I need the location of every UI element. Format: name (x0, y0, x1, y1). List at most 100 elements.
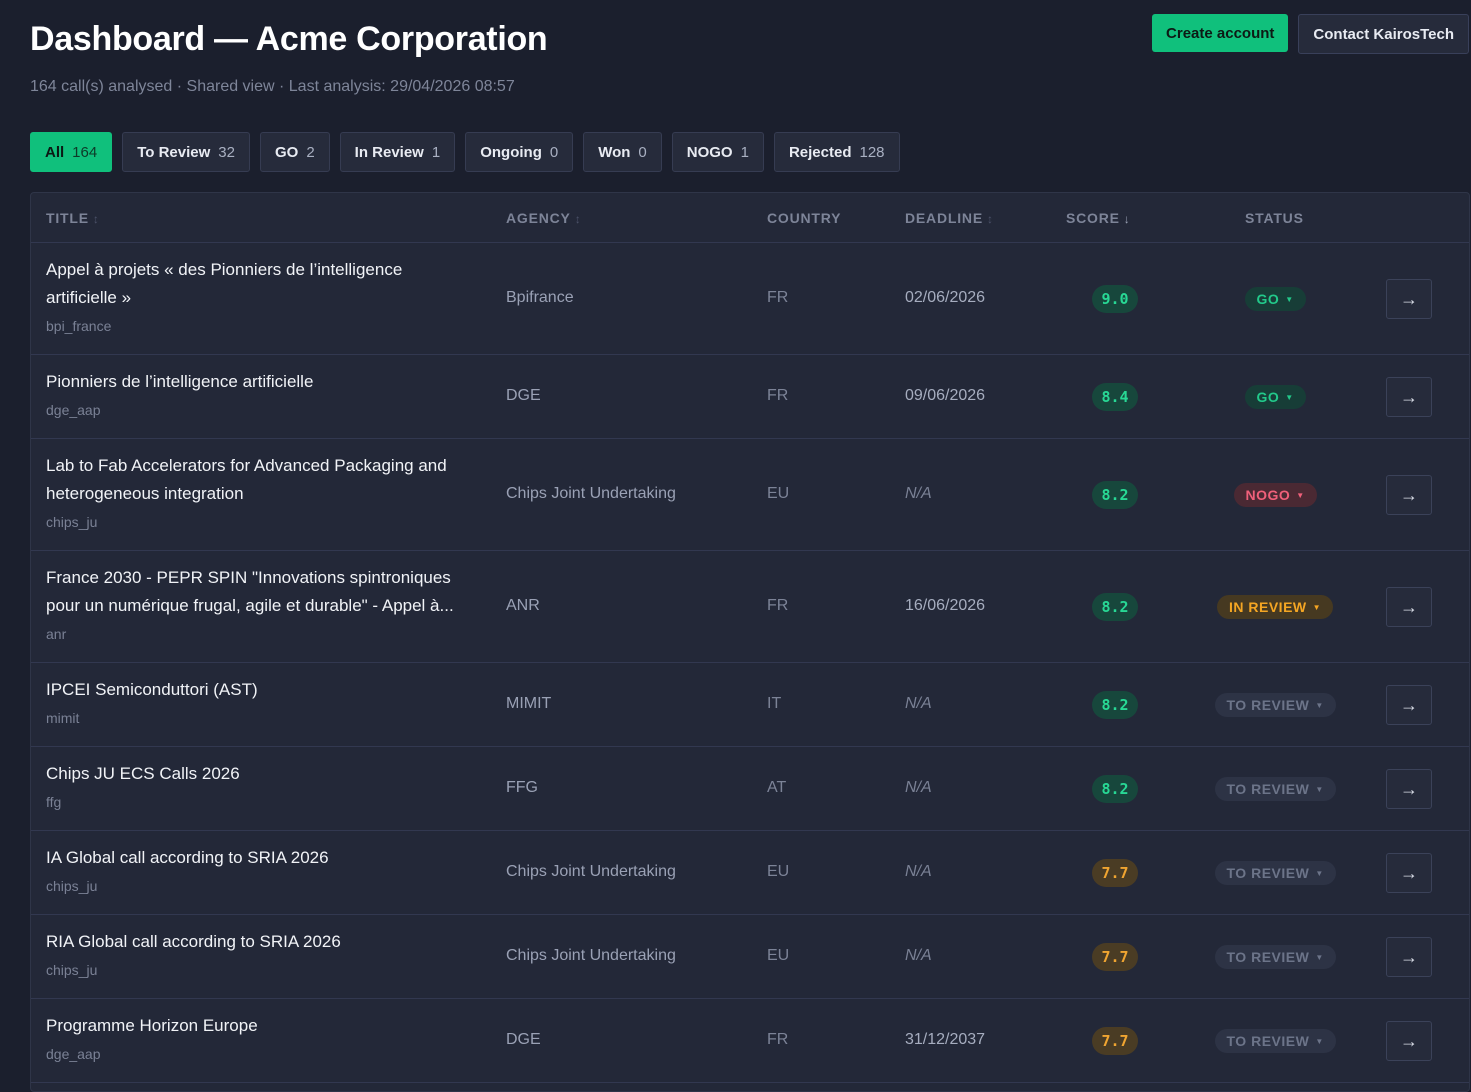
table-body: Appel à projets « des Pionniers de l’int… (31, 243, 1469, 1083)
call-source: chips_ju (46, 878, 98, 894)
country-cell: FR (767, 289, 789, 306)
caret-down-icon: ▼ (1315, 1036, 1324, 1046)
score-badge: 8.2 (1092, 593, 1138, 621)
contact-button[interactable]: Contact KairosTech (1298, 14, 1469, 54)
filter-chip-count: 128 (859, 143, 885, 161)
arrow-right-icon: → (1400, 596, 1418, 617)
caret-down-icon: ▼ (1285, 294, 1294, 304)
page-title: Dashboard — Acme Corporation (30, 20, 548, 58)
agency-cell: Chips Joint Undertaking (506, 947, 676, 964)
open-call-button[interactable]: → (1386, 1021, 1432, 1061)
filter-chip-go[interactable]: GO 2 (259, 132, 330, 172)
table-row[interactable]: IPCEI Semiconduttori (AST) mimit MIMIT IT N/… (31, 663, 1469, 747)
table-row[interactable]: Pionniers de l’intelligence artificielle… (31, 355, 1469, 439)
score-badge: 8.2 (1092, 775, 1138, 803)
filter-chip-ongoing[interactable]: Ongoing 0 (465, 132, 574, 172)
agency-cell: DGE (506, 387, 541, 404)
call-title[interactable]: IA Global call according to SRIA 2026 (46, 848, 329, 867)
table-row[interactable]: RIA Global call according to SRIA 2026 ch… (31, 915, 1469, 999)
filter-chip-to-review[interactable]: To Review 32 (122, 132, 250, 172)
table-row[interactable]: Chips JU ECS Calls 2026 ffg FFG AT N/A 8.2 TO … (31, 747, 1469, 831)
column-status-label: STATUS (1245, 210, 1304, 226)
call-source: ffg (46, 794, 62, 810)
score-badge: 8.2 (1092, 691, 1138, 719)
filter-chip-rejected[interactable]: Rejected 128 (773, 132, 900, 172)
column-score[interactable]: SCORE ↓ (1066, 210, 1131, 226)
column-title[interactable]: TITLE ↕ (46, 210, 100, 226)
call-title[interactable]: Pionniers de l’intelligence artificielle (46, 372, 314, 391)
arrow-right-icon: → (1400, 288, 1418, 309)
caret-down-icon: ▼ (1315, 700, 1324, 710)
score-badge: 8.2 (1092, 481, 1138, 509)
status-dropdown[interactable]: TO REVIEW ▼ (1214, 777, 1336, 801)
caret-down-icon: ▼ (1312, 602, 1322, 612)
table-row[interactable]: France 2030 - PEPR SPIN "Innovations spi… (31, 551, 1469, 663)
table-row[interactable]: Programme Horizon Europe dge_aap DGE FR 31/1… (31, 999, 1469, 1083)
filter-chip-count: 32 (218, 143, 235, 161)
filter-chip-all[interactable]: All 164 (30, 132, 113, 172)
status-dropdown[interactable]: NOGO ▼ (1233, 483, 1317, 507)
arrow-right-icon: → (1400, 386, 1418, 407)
open-call-button[interactable]: → (1386, 475, 1432, 515)
status-label: TO REVIEW (1226, 781, 1310, 797)
caret-down-icon: ▼ (1285, 392, 1294, 402)
column-deadline-label: DEADLINE (905, 210, 983, 226)
arrow-right-icon: → (1400, 946, 1418, 967)
filter-chip-count: 0 (549, 143, 559, 161)
arrow-right-icon: → (1400, 484, 1418, 505)
score-badge: 7.7 (1092, 1027, 1138, 1055)
arrow-right-icon: → (1400, 694, 1418, 715)
table-header: TITLE ↕ AGENCY ↕ COUNTRY DEADLINE ↕ SCORE ↓ … (31, 193, 1469, 243)
table-row[interactable]: IA Global call according to SRIA 2026 chi… (31, 831, 1469, 915)
call-title[interactable]: RIA Global call according to SRIA 2026 (46, 932, 341, 951)
create-account-button[interactable]: Create account (1152, 14, 1289, 52)
call-title[interactable]: Chips JU ECS Calls 2026 (46, 764, 240, 783)
deadline-cell: 09/06/2026 (905, 387, 986, 404)
table-row[interactable]: Lab to Fab Accelerators for Advanced Pac… (31, 439, 1469, 551)
column-deadline[interactable]: DEADLINE ↕ (905, 210, 994, 226)
country-cell: EU (767, 863, 790, 880)
status-dropdown[interactable]: TO REVIEW ▼ (1214, 1029, 1336, 1053)
column-status: STATUS (1245, 210, 1304, 226)
caret-down-icon: ▼ (1315, 784, 1324, 794)
status-filter-bar: All 164 To Review 32 GO 2 In Review 1 Ongoing 0 Wo… (30, 132, 900, 172)
arrow-right-icon: → (1400, 1030, 1418, 1051)
status-dropdown[interactable]: TO REVIEW ▼ (1214, 861, 1336, 885)
filter-chip-nogo[interactable]: NOGO 1 (671, 132, 764, 172)
filter-chip-count: 1 (431, 143, 441, 161)
open-call-button[interactable]: → (1386, 853, 1432, 893)
agency-cell: DGE (506, 1031, 541, 1048)
country-cell: EU (767, 485, 790, 502)
agency-cell: Chips Joint Undertaking (506, 485, 676, 502)
call-title[interactable]: Lab to Fab Accelerators for Advanced Pac… (46, 456, 447, 503)
filter-chip-in-review[interactable]: In Review 1 (339, 132, 456, 172)
call-title[interactable]: France 2030 - PEPR SPIN "Innovations spi… (46, 568, 454, 615)
status-dropdown[interactable]: GO ▼ (1244, 385, 1306, 409)
open-call-button[interactable]: → (1386, 377, 1432, 417)
open-call-button[interactable]: → (1386, 279, 1432, 319)
status-dropdown[interactable]: TO REVIEW ▼ (1214, 693, 1336, 717)
call-title[interactable]: Programme Horizon Europe (46, 1016, 258, 1035)
call-source: anr (46, 626, 67, 642)
call-source: dge_aap (46, 402, 101, 418)
status-dropdown[interactable]: GO ▼ (1244, 287, 1306, 311)
call-title[interactable]: Appel à projets « des Pionniers de l’int… (46, 260, 403, 307)
column-agency[interactable]: AGENCY ↕ (506, 210, 582, 226)
call-title[interactable]: IPCEI Semiconduttori (AST) (46, 680, 258, 699)
call-source: mimit (46, 710, 80, 726)
open-call-button[interactable]: → (1386, 587, 1432, 627)
call-source: chips_ju (46, 514, 98, 530)
open-call-button[interactable]: → (1386, 937, 1432, 977)
table-row[interactable]: Appel à projets « des Pionniers de l’int… (31, 243, 1469, 355)
status-dropdown[interactable]: TO REVIEW ▼ (1214, 945, 1336, 969)
filter-chip-label: Won (598, 143, 631, 161)
column-country-label: COUNTRY (767, 210, 842, 226)
status-dropdown[interactable]: IN REVIEW ▼ (1217, 595, 1334, 619)
filter-chip-won[interactable]: Won 0 (583, 132, 662, 172)
open-call-button[interactable]: → (1386, 685, 1432, 725)
agency-cell: ANR (506, 597, 540, 614)
country-cell: FR (767, 1031, 789, 1048)
open-call-button[interactable]: → (1386, 769, 1432, 809)
deadline-cell: 31/12/2037 (905, 1031, 986, 1048)
call-source: chips_ju (46, 962, 98, 978)
